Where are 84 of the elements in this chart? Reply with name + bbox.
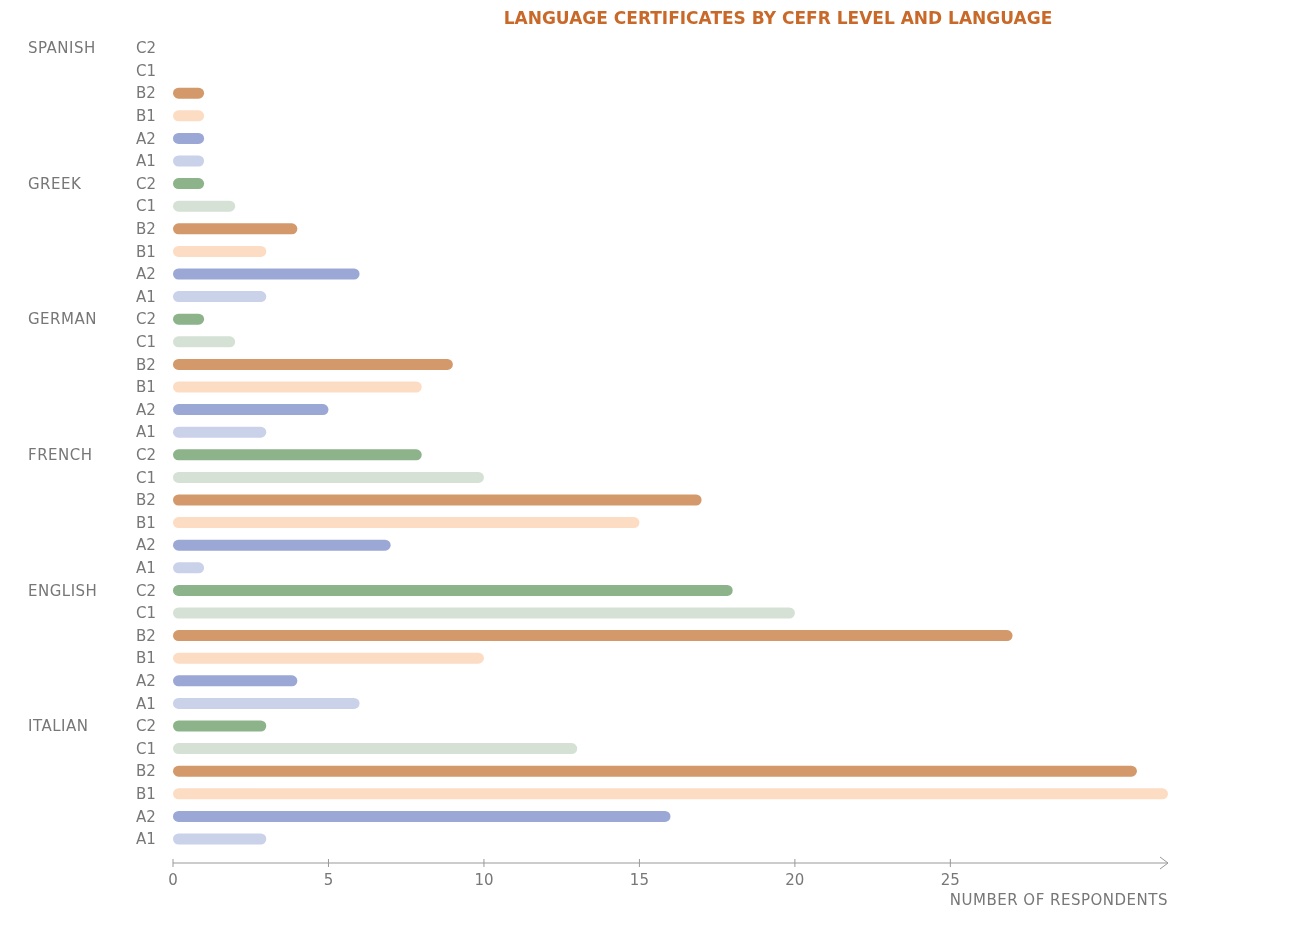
- y-tick-label: B1: [136, 107, 156, 126]
- bar: [173, 539, 391, 551]
- x-axis-title: NUMBER OF RESPONDENTS: [949, 891, 1168, 909]
- bar: [173, 200, 236, 212]
- bar: [173, 155, 205, 167]
- text: GERMAN: [28, 310, 97, 329]
- y-tick-label: B2: [136, 626, 156, 645]
- bar: [173, 675, 298, 687]
- bar: [173, 765, 1137, 777]
- y-tick-label: C2: [136, 717, 157, 736]
- y-tick-label: A1: [136, 694, 156, 713]
- y-tick-label: B1: [136, 378, 156, 397]
- text: ENGLISH: [28, 581, 98, 600]
- y-tick-label: C2: [136, 581, 157, 600]
- bar: [173, 697, 360, 709]
- bar: [173, 743, 578, 755]
- y-tick-label: A2: [136, 672, 156, 691]
- bar: [173, 358, 453, 370]
- text: SPANISH: [28, 39, 96, 58]
- text: GREEK: [28, 174, 82, 193]
- y-tick-label: C1: [136, 61, 157, 80]
- bar: [173, 132, 205, 144]
- y-tick-label: C1: [136, 197, 157, 216]
- bar: [173, 404, 329, 416]
- bar: [173, 268, 360, 280]
- y-tick-label: A1: [136, 287, 156, 306]
- y-tick-label: B2: [136, 355, 156, 374]
- bar: [173, 833, 267, 845]
- bar: [173, 291, 267, 303]
- y-tick-label: A2: [136, 265, 156, 284]
- x-tick-label: 20: [785, 871, 805, 889]
- bar: [173, 584, 733, 596]
- bar: [173, 607, 795, 619]
- y-tick-label: C1: [136, 604, 157, 623]
- y-tick-label: A1: [136, 423, 156, 442]
- bar: [173, 426, 267, 438]
- bar: [173, 788, 1168, 800]
- y-tick-label: B2: [136, 220, 156, 239]
- y-tick-label: B2: [136, 762, 156, 781]
- bar: [173, 471, 484, 483]
- bar: [173, 178, 205, 190]
- bar: [173, 245, 267, 257]
- bar: [173, 87, 205, 99]
- bar: [173, 449, 422, 461]
- bar: [173, 810, 671, 822]
- y-tick-label: B1: [136, 785, 156, 804]
- bar: [173, 313, 205, 325]
- y-tick-label: C1: [136, 739, 157, 758]
- y-tick-label: B2: [136, 491, 156, 510]
- bar: [173, 517, 640, 529]
- y-tick-label: A2: [136, 807, 156, 826]
- bar: [173, 336, 236, 348]
- y-tick-label: C2: [136, 446, 157, 465]
- x-tick-label: 15: [629, 871, 649, 889]
- x-tick-label: 25: [940, 871, 960, 889]
- text: ITALIAN: [28, 717, 89, 736]
- y-tick-label: A1: [136, 559, 156, 578]
- y-tick-label: B1: [136, 513, 156, 532]
- y-tick-label: B1: [136, 649, 156, 668]
- y-tick-label: A2: [136, 400, 156, 419]
- y-tick-label: C2: [136, 310, 157, 329]
- y-tick-label: C1: [136, 468, 157, 487]
- y-tick-label: B2: [136, 84, 156, 103]
- chart-title: LANGUAGE CERTIFICATES BY CEFR LEVEL AND LANGUAGE: [503, 8, 1053, 28]
- bar: [173, 630, 1013, 642]
- x-tick-label: 0: [168, 871, 178, 889]
- x-tick-label: 5: [323, 871, 334, 889]
- bar: [173, 110, 205, 122]
- y-tick-label: B1: [136, 242, 156, 261]
- bar: [173, 562, 205, 574]
- bar: [173, 494, 702, 506]
- bar: [173, 652, 484, 664]
- y-tick-label: A2: [136, 536, 156, 555]
- y-tick-label: A1: [136, 830, 156, 849]
- y-tick-label: A1: [136, 152, 156, 171]
- bar: [173, 223, 298, 235]
- y-tick-label: C2: [136, 39, 157, 58]
- bar: [173, 720, 267, 732]
- y-tick-label: C2: [136, 174, 157, 193]
- y-tick-label: A2: [136, 129, 156, 148]
- y-tick-label: C1: [136, 333, 157, 352]
- x-tick-label: 10: [474, 871, 494, 889]
- text: FRENCH: [28, 446, 93, 465]
- bar: [173, 381, 422, 393]
